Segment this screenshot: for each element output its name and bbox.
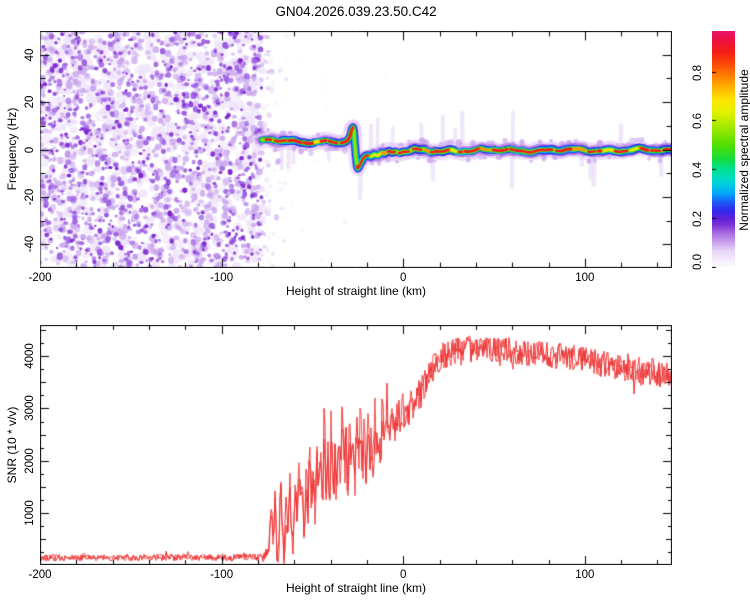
snr-y-tick-label: 2000	[24, 447, 36, 474]
spectrogram-x-tick-label: -100	[210, 272, 234, 284]
snr-y-axis-title: SNR (10 * v/v)	[5, 406, 19, 484]
snr-y-tick-label: 3000	[24, 395, 36, 422]
colorbar	[712, 31, 735, 268]
spectrogram-y-tick-label: 0	[24, 146, 36, 153]
colorbar-tick-label: 0.0	[692, 254, 704, 270]
spectrogram-plot	[40, 31, 672, 268]
spectrogram-x-tick-label: -200	[28, 272, 52, 284]
spectrogram-y-tick-label: -20	[24, 188, 36, 206]
spectrogram-y-tick-label: 20	[24, 95, 36, 109]
spectrogram-y-axis-title: Frequency (Hz)	[5, 107, 19, 191]
spectrogram-y-tick-label: -40	[24, 235, 36, 253]
spectrogram-y-tick-label: 40	[24, 48, 36, 62]
colorbar-tick-label: 0.8	[692, 64, 704, 81]
colorbar-tick-label: 0.6	[692, 113, 704, 130]
colorbar-tick-label: 0.4	[692, 162, 704, 179]
colorbar-title: Normalized spectral amplitude	[737, 69, 750, 231]
snr-y-tick-label: 1000	[24, 500, 36, 526]
snr-y-tick-label: 4000	[24, 343, 36, 370]
snr-x-tick-label: -100	[210, 569, 234, 581]
spectrogram-x-tick-label: 0	[400, 272, 407, 284]
spectrogram-x-axis-title: Height of straight line (km)	[285, 284, 427, 298]
plot-title: GN04.2026.039.23.50.C42	[275, 4, 437, 19]
snr-x-tick-label: 0	[400, 569, 407, 581]
snr-plot	[40, 325, 672, 565]
spectrogram-x-tick-label: 100	[575, 272, 595, 284]
colorbar-tick-label: 0.2	[692, 211, 704, 228]
snr-x-tick-label: -200	[28, 569, 52, 581]
snr-x-axis-title: Height of straight line (km)	[285, 581, 427, 595]
snr-x-tick-label: 100	[575, 569, 595, 581]
